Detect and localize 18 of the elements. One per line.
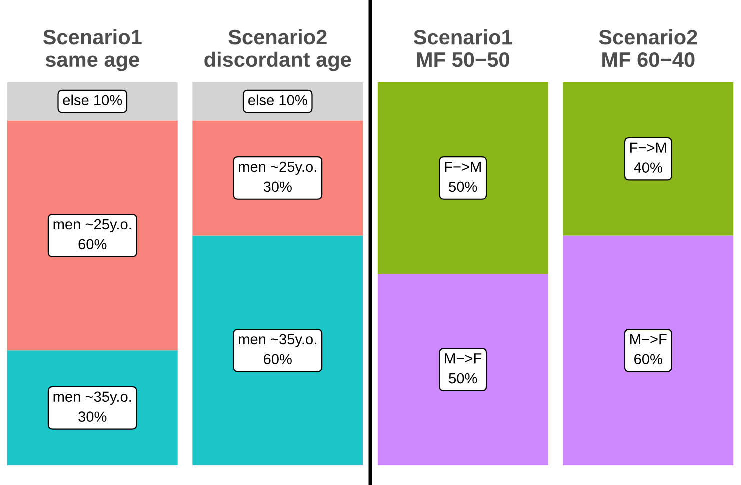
data-label: men ~25y.o. 60% (54, 219, 132, 250)
data-label: F−>M 40% (630, 142, 666, 173)
x-tick-label: Scenario1 MF 50−50 (414, 29, 512, 68)
data-label: else 10% (248, 94, 308, 106)
data-label: F−>M 50% (445, 162, 481, 192)
data-label: M−>F 60% (630, 334, 667, 365)
data-label: else 10% (63, 94, 122, 106)
bar (563, 236, 734, 466)
data-label: men ~35y.o. 60% (239, 334, 316, 365)
data-label: men ~35y.o. 30% (54, 392, 132, 422)
bar (378, 274, 548, 466)
bar (378, 82, 548, 274)
x-tick-label: Scenario2 discordant age (204, 29, 352, 72)
bar (563, 82, 734, 236)
data-label: M−>F 50% (445, 354, 482, 384)
x-tick-label: Scenario1 same age (43, 29, 142, 72)
data-label: men ~25y.o. 30% (239, 162, 316, 192)
x-tick-label: Scenario2 MF 60−40 (599, 29, 698, 68)
